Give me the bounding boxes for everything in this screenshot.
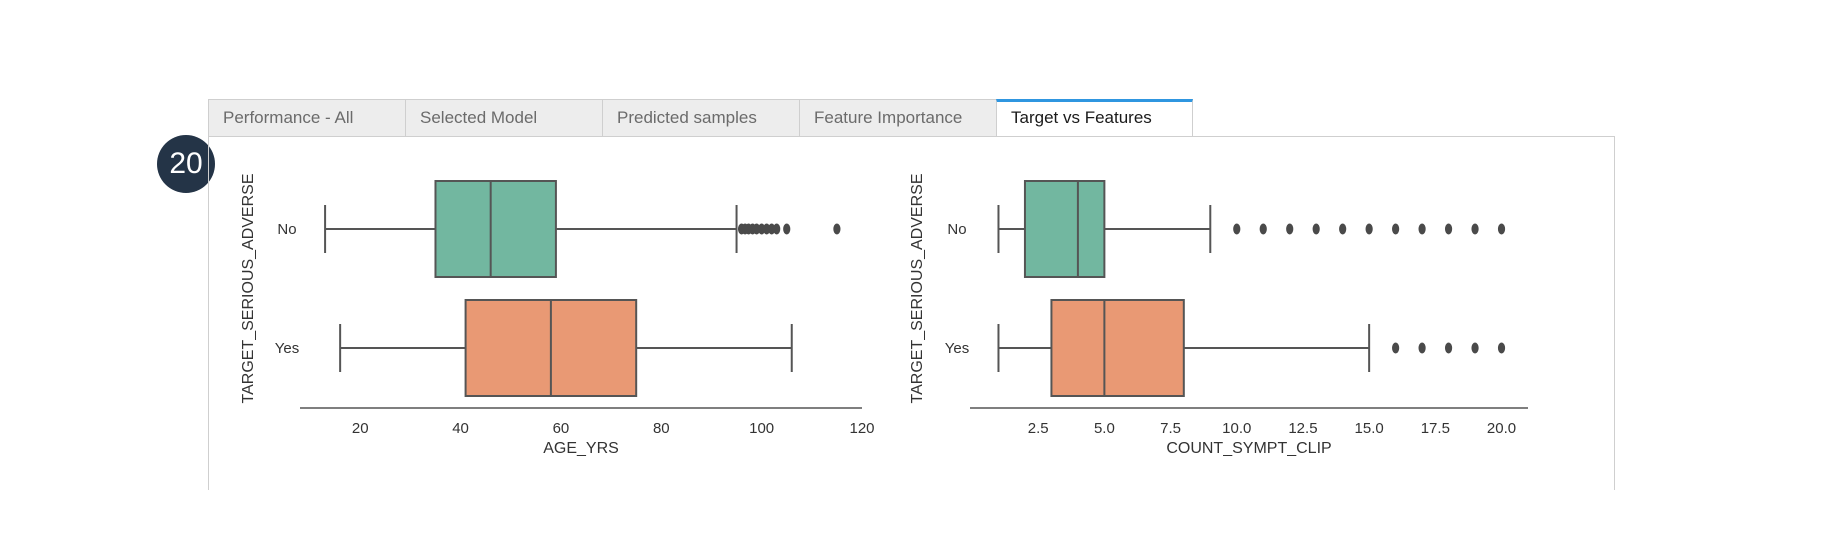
x-tick-label: 7.5 <box>1160 420 1181 437</box>
outlier-point <box>1497 342 1506 354</box>
y-category-label: Yes <box>945 340 969 357</box>
x-tick-label: 12.5 <box>1288 420 1317 437</box>
outlier-point <box>1392 223 1400 235</box>
x-tick-label: 20.0 <box>1487 420 1516 437</box>
x-tick-label: 20 <box>352 420 369 437</box>
y-category-label: No <box>277 221 296 238</box>
outlier-point <box>1471 223 1479 235</box>
outlier-point <box>763 223 771 235</box>
outlier-point <box>773 223 781 235</box>
tab-performance-all[interactable]: Performance - All <box>208 99 405 137</box>
x-tick-label: 120 <box>849 420 874 437</box>
tab-selected-model[interactable]: Selected Model <box>405 99 602 137</box>
outlier-point <box>833 223 841 235</box>
y-axis-label: TARGET_SERIOUS_ADVERSE <box>909 174 926 404</box>
outlier-point <box>1286 223 1294 235</box>
x-tick-label: 10.0 <box>1222 420 1251 437</box>
box-no <box>434 180 557 278</box>
box-yes <box>1050 299 1185 397</box>
outlier-point <box>1233 223 1241 235</box>
x-axis-label: AGE_YRS <box>543 440 619 457</box>
step-badge: 20 <box>157 135 215 193</box>
y-category-label: Yes <box>275 340 299 357</box>
x-tick-label: 2.5 <box>1028 420 1049 437</box>
y-axis-label: TARGET_SERIOUS_ADVERSE <box>240 174 257 404</box>
tab-bar: Performance - All Selected Model Predict… <box>208 99 1193 137</box>
outlier-point <box>1392 342 1400 354</box>
outlier-point <box>753 223 761 235</box>
x-axis-label: COUNT_SYMPT_CLIP <box>1166 440 1331 457</box>
outlier-point <box>1471 342 1479 354</box>
x-tick-label: 5.0 <box>1094 420 1115 437</box>
outlier-point <box>1312 223 1320 235</box>
step-number: 20 <box>169 147 203 180</box>
x-tick-label: 17.5 <box>1421 420 1450 437</box>
outlier-point <box>1259 223 1267 235</box>
x-tick-label: 100 <box>749 420 774 437</box>
x-tick-label: 60 <box>553 420 570 437</box>
x-tick-label: 80 <box>653 420 670 437</box>
outlier-point <box>758 223 766 235</box>
y-category-label: No <box>947 221 966 238</box>
tab-feature-importance[interactable]: Feature Importance <box>799 99 996 137</box>
outlier-point <box>1418 342 1426 354</box>
outlier-point <box>1339 223 1347 235</box>
outlier-point <box>1418 223 1426 235</box>
x-tick-label: 15.0 <box>1355 420 1384 437</box>
tab-target-vs-features[interactable]: Target vs Features <box>996 99 1193 137</box>
tab-predicted-samples[interactable]: Predicted samples <box>602 99 799 137</box>
outlier-point <box>1444 223 1453 235</box>
outlier-point <box>1497 223 1506 235</box>
box-no <box>1023 180 1106 278</box>
outlier-point <box>1444 342 1453 354</box>
tab-content-panel <box>208 136 1615 490</box>
outlier-point <box>768 223 776 235</box>
outlier-point <box>1365 223 1373 235</box>
x-tick-label: 40 <box>452 420 469 437</box>
outlier-point <box>783 223 791 235</box>
